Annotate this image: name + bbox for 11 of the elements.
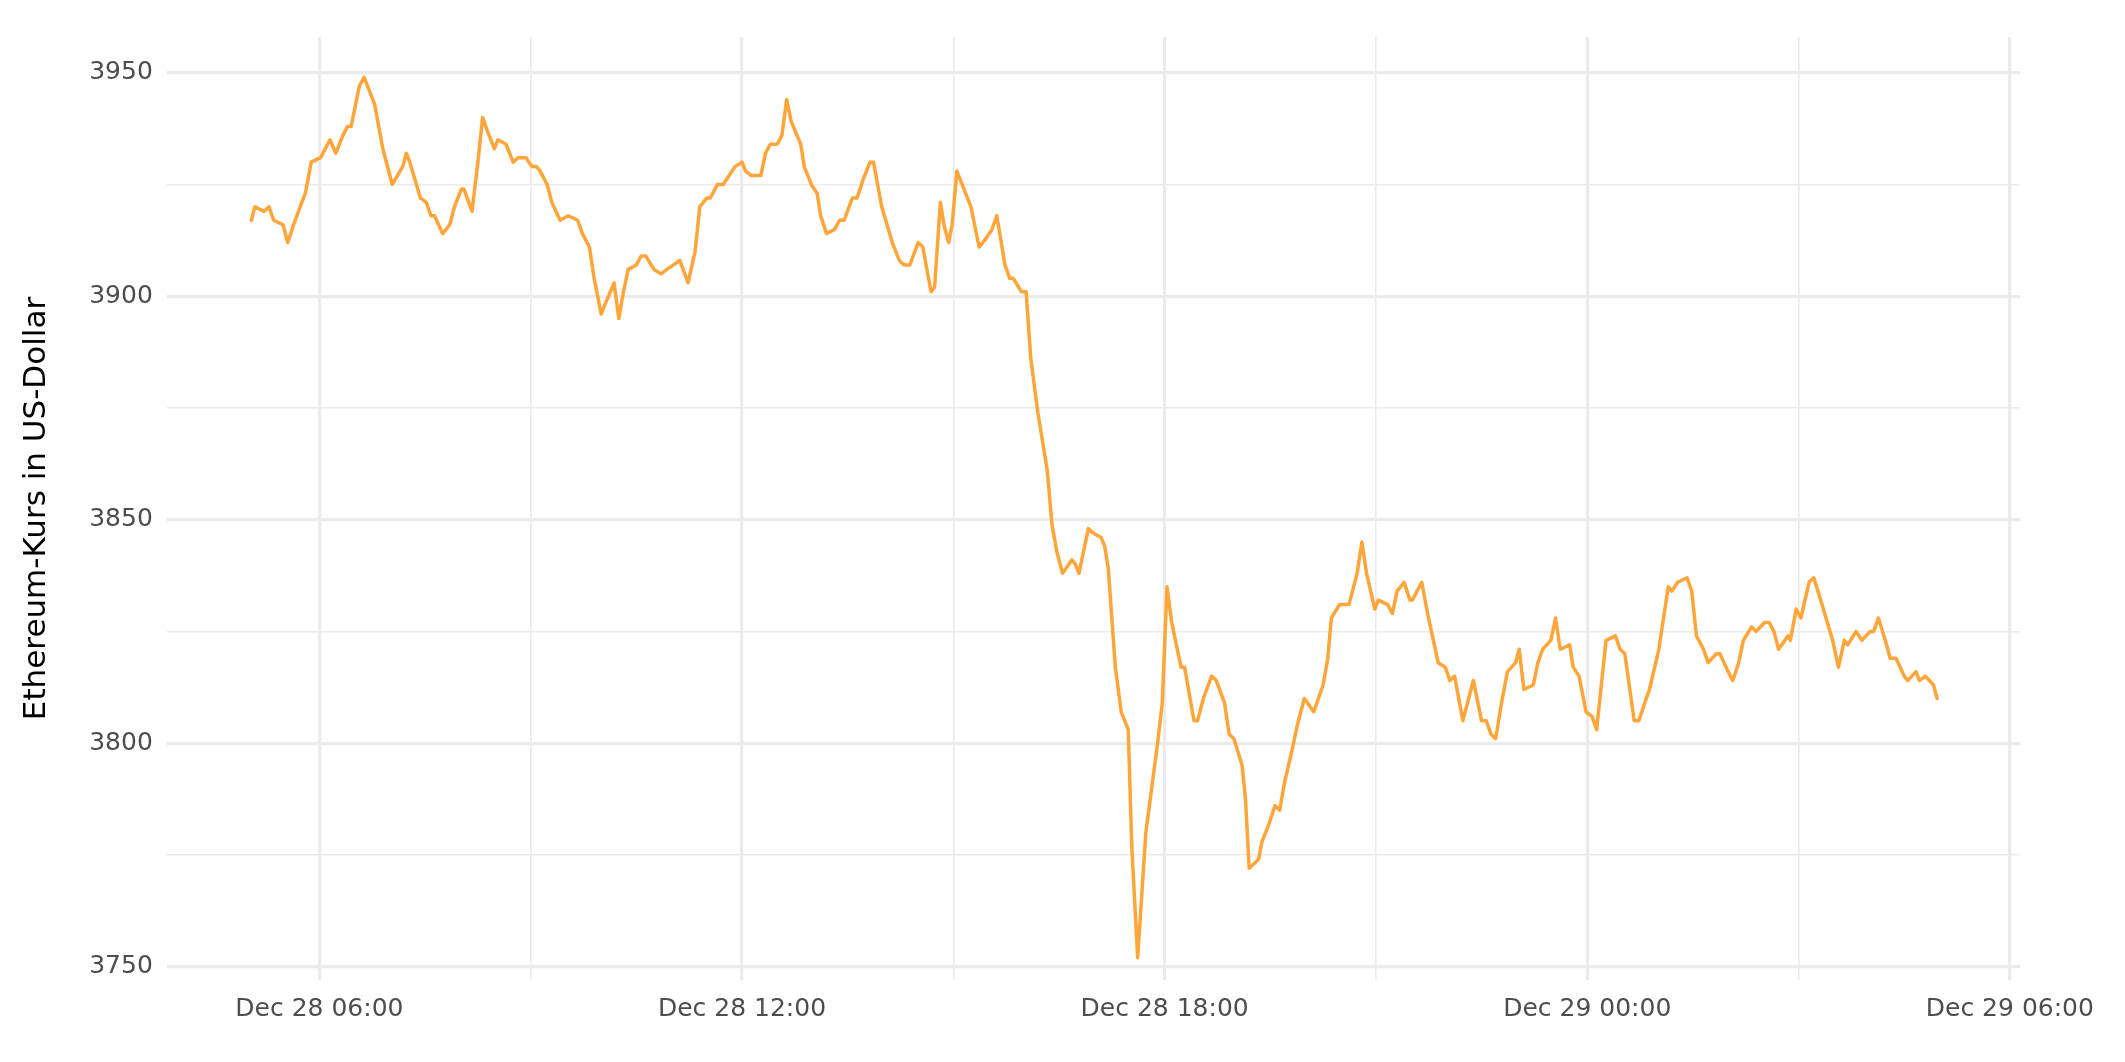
x-tick-label: Dec 29 00:00 xyxy=(1503,992,1672,1022)
x-tick-label: Dec 28 18:00 xyxy=(1080,992,1249,1022)
y-tick-label: 3800 xyxy=(89,726,153,756)
y-tick-label: 3950 xyxy=(89,56,153,86)
x-tick-label: Dec 28 06:00 xyxy=(235,992,404,1022)
x-tick-label: Dec 28 12:00 xyxy=(657,992,827,1022)
y-axis-title: Ethereum-Kurs in US-Dollar xyxy=(15,296,52,721)
y-tick-label: 3850 xyxy=(89,503,153,533)
x-tick-label: Dec 29 06:00 xyxy=(1925,992,2094,1022)
y-tick-label: 3750 xyxy=(89,950,153,980)
y-tick-label: 3900 xyxy=(89,279,153,309)
